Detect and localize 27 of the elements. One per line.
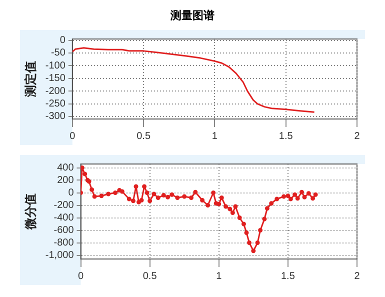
y-tick-label: -600 bbox=[54, 225, 74, 236]
y-tick-label: -800 bbox=[54, 238, 74, 248]
y-tick-label: -100 bbox=[45, 60, 66, 72]
y-axis-title: 微分值 bbox=[24, 194, 38, 230]
y-tick-label: -400 bbox=[54, 212, 74, 224]
x-tick-label: 2 bbox=[354, 270, 360, 282]
y-tick-label: 0 bbox=[60, 35, 66, 46]
x-tick-label: 2 bbox=[354, 130, 360, 142]
x-tick-label: 1.5 bbox=[280, 270, 296, 282]
x-tick-label: 1.5 bbox=[278, 130, 294, 142]
x-tick-label: 0 bbox=[78, 270, 84, 282]
y-tick-label: 400 bbox=[57, 162, 74, 174]
x-tick-label: 1 bbox=[216, 270, 222, 282]
y-tick-label: 200 bbox=[57, 175, 74, 186]
x-tick-label: 1 bbox=[212, 130, 218, 142]
y-tick-label: -200 bbox=[45, 86, 66, 97]
y-tick-label: -1,000 bbox=[45, 250, 74, 261]
chart-title: 测量图谱 bbox=[170, 8, 216, 23]
y-tick-label: -200 bbox=[54, 200, 74, 211]
y-tick-label: -50 bbox=[50, 48, 66, 59]
y-axis-title: 测定值 bbox=[24, 61, 38, 98]
y-tick-label: 0 bbox=[68, 188, 74, 198]
y-tick-label: -250 bbox=[45, 98, 66, 110]
x-tick-label: 0.5 bbox=[136, 130, 151, 142]
x-tick-label: 0.5 bbox=[142, 270, 158, 282]
y-tick-label: -300 bbox=[45, 111, 66, 122]
y-tick-label: -150 bbox=[45, 73, 66, 84]
